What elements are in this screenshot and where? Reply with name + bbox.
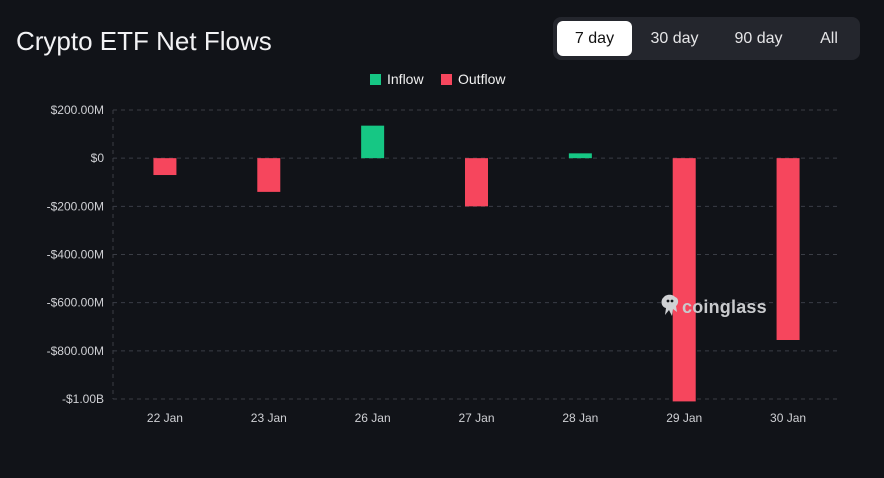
outflow-bar[interactable] <box>672 158 696 402</box>
outflow-bar[interactable] <box>465 158 488 207</box>
x-tick-label: 27 Jan <box>458 411 494 425</box>
outflow-bar[interactable] <box>776 158 800 340</box>
x-tick-label: 22 Jan <box>147 411 183 425</box>
outflow-bar[interactable] <box>153 158 177 176</box>
range-7-day-button[interactable]: 7 day <box>557 21 632 56</box>
legend-item-inflow[interactable]: Inflow <box>370 71 424 87</box>
coinglass-logo-icon <box>660 293 680 319</box>
range-all-button[interactable]: All <box>820 30 838 47</box>
y-tick-label: -$1.00B <box>62 392 104 406</box>
x-tick-label: 29 Jan <box>666 411 702 425</box>
x-tick-label: 26 Jan <box>355 411 391 425</box>
y-tick-label: -$200.00M <box>47 199 104 213</box>
x-tick-label: 28 Jan <box>562 411 598 425</box>
outflow-swatch <box>441 74 452 85</box>
legend-inflow-label: Inflow <box>387 71 424 87</box>
y-tick-label: $0 <box>91 151 105 165</box>
legend-outflow-label: Outflow <box>458 71 506 87</box>
x-tick-label: 30 Jan <box>770 411 806 425</box>
inflow-bar[interactable] <box>568 153 592 159</box>
outflow-bar[interactable] <box>257 158 281 192</box>
watermark-text: coinglass <box>682 297 767 317</box>
coinglass-watermark: coinglass <box>660 293 767 319</box>
y-tick-label: -$600.00M <box>47 296 104 310</box>
y-tick-label: -$400.00M <box>47 248 104 262</box>
page-title: Crypto ETF Net Flows <box>16 26 272 56</box>
range-90-day-button[interactable]: 90 day <box>734 30 783 47</box>
y-tick-label: $200.00M <box>51 103 104 117</box>
inflow-swatch <box>370 74 381 85</box>
inflow-bar[interactable] <box>361 125 385 159</box>
range-30-day-button[interactable]: 30 day <box>650 30 699 47</box>
legend-item-outflow[interactable]: Outflow <box>441 71 505 87</box>
x-tick-label: 23 Jan <box>251 411 287 425</box>
y-tick-label: -$800.00M <box>47 344 104 358</box>
range-selector: 7 day 30 day 90 day All <box>553 17 860 60</box>
